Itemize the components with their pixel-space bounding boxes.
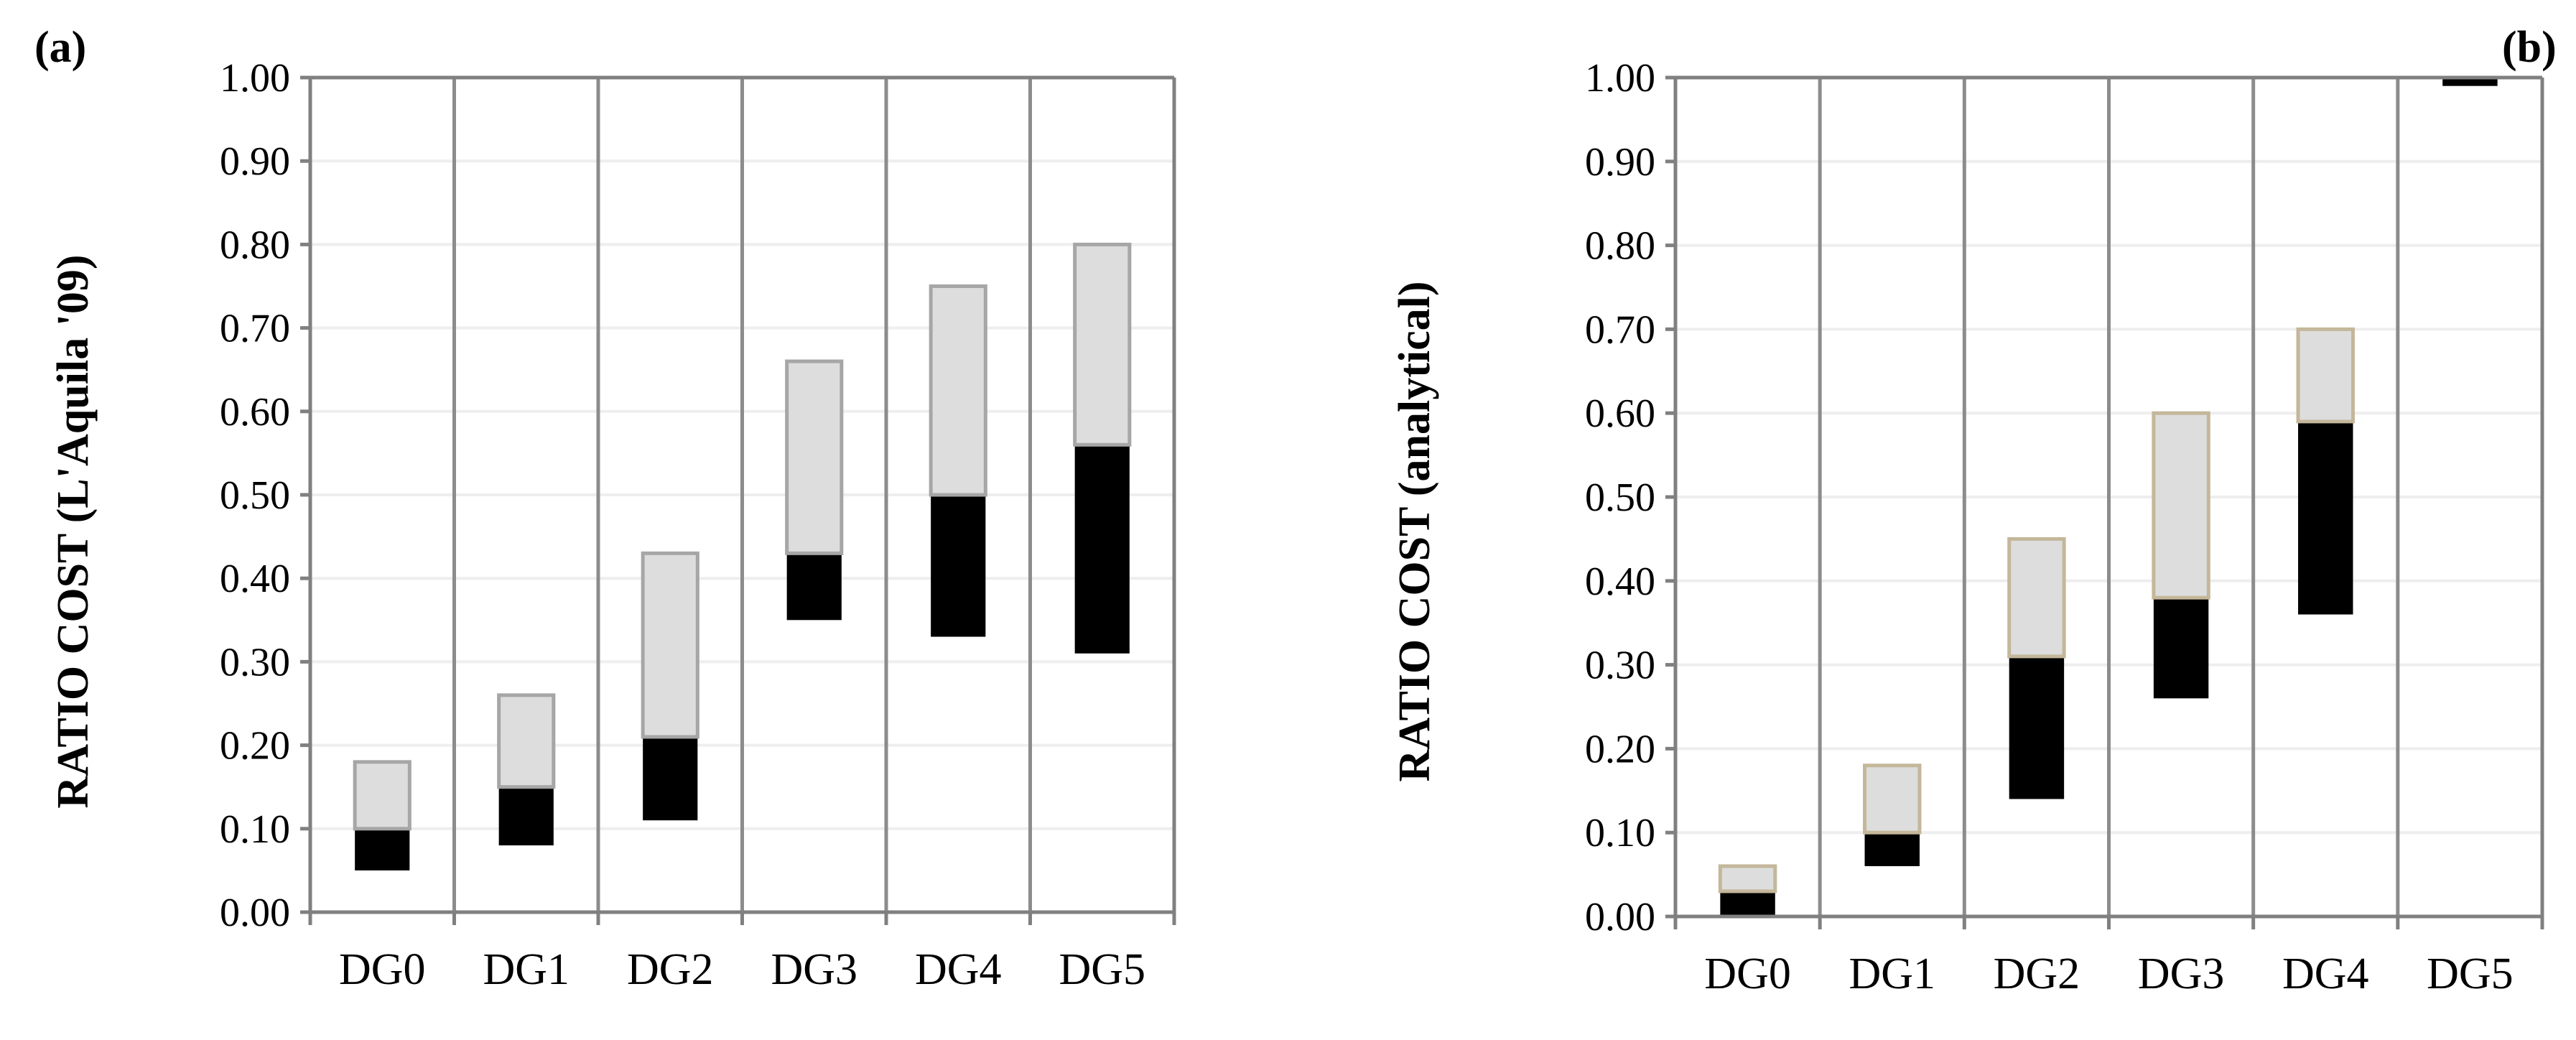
panel-b-bar-lower-dg2 [2009, 656, 2065, 799]
panel-a-x-tick-label: DG0 [339, 945, 426, 994]
panel-a-x-tick-label: DG3 [771, 945, 857, 994]
panel-a-x-tick-label: DG1 [483, 945, 569, 994]
panel-a-bar-upper-dg3 [785, 359, 844, 555]
panel-a-bar-lower-dg5 [1074, 445, 1130, 654]
panel-b-y-tick-label: 0.00 [1585, 895, 1655, 939]
panel-a-y-tick-label: 0.70 [220, 307, 290, 351]
panel-a-y-tick-label: 0.60 [220, 390, 290, 435]
panel-a-y-tick-label: 0.50 [220, 473, 290, 518]
panel-b-bar-upper-dg1 [1863, 763, 1922, 835]
panel-a-bar-lower-dg4 [931, 495, 986, 637]
panel-a-x-tick-label: DG2 [627, 945, 714, 994]
panel-a-bar-lower-dg3 [786, 553, 842, 621]
panel-b-y-tick-label: 0.70 [1585, 307, 1655, 352]
panel-a-y-tick-label: 0.90 [220, 139, 290, 184]
panel-a-bar-lower-dg0 [355, 828, 410, 870]
panel-b-y-tick-label: 0.30 [1585, 644, 1655, 688]
panel-a-x-tick-label: DG4 [915, 945, 1002, 994]
panel-a-bar-lower-dg1 [498, 786, 554, 846]
panel-a-y-tick-label: 0.40 [220, 557, 290, 601]
panel-a-x-tick-label: DG5 [1059, 945, 1145, 994]
panel-b-y-axis-title: RATIO COST (analytical) [1390, 282, 1439, 782]
panel-a-bar-lower-dg2 [643, 736, 698, 821]
panel-a-y-tick-label: 0.20 [220, 724, 290, 769]
panel-b-bars [1718, 78, 2498, 916]
panel-a-x-tick-labels: DG0 DG1 DG2 DG3 DG4 DG5 [339, 945, 1145, 994]
chart-panel-b: (b) 0.00 0.10 0.20 0.30 0.40 0.50 0.60 0.70 0.80… [1390, 23, 2557, 998]
panel-a-y-tick-label: 0.00 [220, 891, 290, 935]
panel-b-x-tick-label: DG5 [2427, 950, 2514, 998]
panel-b-x-tick-label: DG2 [1994, 950, 2080, 998]
panel-b-x-tick-label: DG3 [2138, 950, 2225, 998]
panel-b-y-tick-labels: 0.00 0.10 0.20 0.30 0.40 0.50 0.60 0.70 0.80 0.90… [1585, 56, 1655, 939]
panel-b-axes [1665, 75, 2544, 929]
panel-a-y-tick-labels: 0.00 0.10 0.20 0.30 0.40 0.50 0.60 0.70 0.80 0.90… [220, 56, 290, 935]
panel-b-y-tick-label: 0.80 [1585, 224, 1655, 269]
panel-a-y-axis-title: RATIO COST (L'Aquila '09) [49, 254, 98, 808]
panel-b-label: (b) [2502, 23, 2557, 72]
panel-b-category-dividers [1818, 78, 2400, 916]
panel-b-bar-upper-dg0 [1718, 864, 1777, 893]
panel-a-label: (a) [34, 23, 86, 72]
panel-b-x-tick-label: DG4 [2282, 950, 2369, 998]
panel-b-bar-lower-dg3 [2153, 598, 2209, 699]
panel-a-y-tick-label: 0.10 [220, 807, 290, 852]
panel-b-bar-upper-dg2 [2007, 537, 2066, 659]
panel-b-y-tick-label: 0.60 [1585, 391, 1655, 436]
panel-b-y-tick-label: 1.00 [1585, 56, 1655, 101]
panel-a-bar-upper-dg0 [353, 760, 411, 831]
panel-a-bar-upper-dg1 [497, 693, 556, 789]
panel-a-bars [353, 242, 1132, 870]
panel-a-bar-upper-dg4 [929, 284, 987, 497]
panel-b-bar-upper-dg3 [2152, 411, 2210, 600]
panel-b-y-tick-label: 0.10 [1585, 811, 1655, 855]
panel-a-axes [300, 75, 1176, 925]
panel-b-y-tick-label: 0.50 [1585, 475, 1655, 520]
panel-a-bar-upper-dg5 [1073, 242, 1132, 447]
panel-b-bar-lower-dg0 [1720, 891, 1775, 916]
panel-b-bar-lower-dg4 [2298, 421, 2353, 615]
panel-b-x-tick-label: DG1 [1849, 950, 1935, 998]
chart-panel-a: (a) 0.00 0.10 0.20 0.30 0.40 0.50 0.60 0.70 0.80… [34, 23, 1176, 994]
panel-b-x-tick-label: DG0 [1704, 950, 1791, 998]
panel-a-y-tick-label: 0.30 [220, 640, 290, 684]
panel-b-bar-upper-dg4 [2296, 327, 2355, 424]
panel-a-category-dividers [452, 78, 1032, 912]
panel-b-y-tick-label: 0.20 [1585, 727, 1655, 771]
panel-a-y-tick-label: 1.00 [220, 56, 290, 101]
panel-a-y-tick-label: 0.80 [220, 223, 290, 267]
panel-b-bar-lower-dg5 [2442, 78, 2498, 86]
panel-b-y-tick-label: 0.90 [1585, 140, 1655, 185]
panel-b-bar-lower-dg1 [1864, 832, 1920, 866]
panel-b-x-tick-labels: DG0 DG1 DG2 DG3 DG4 DG5 [1704, 950, 2513, 998]
panel-a-bar-upper-dg2 [641, 551, 699, 739]
panel-b-y-tick-label: 0.40 [1585, 560, 1655, 604]
